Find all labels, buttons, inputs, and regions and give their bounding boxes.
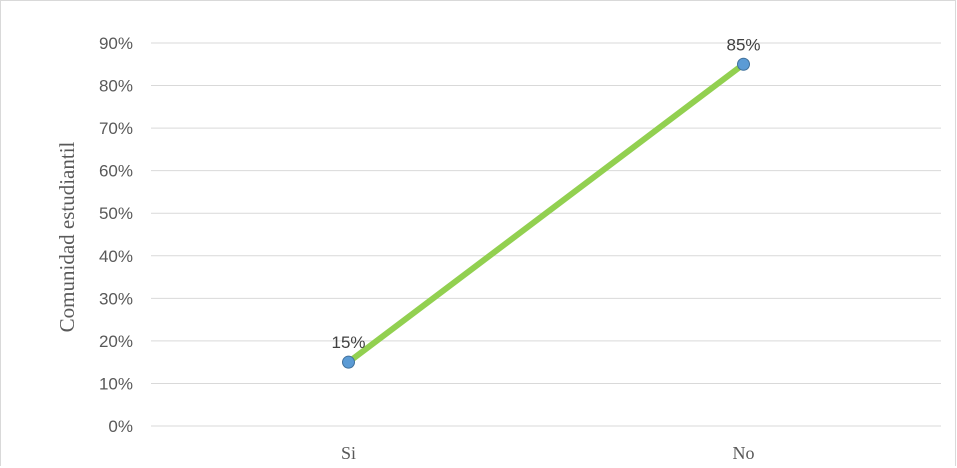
- y-axis-ticks: 0% 10% 20% 30% 40% 50% 60% 70% 80% 90%: [99, 34, 133, 436]
- data-label: 15%: [331, 333, 365, 352]
- y-axis-label: Comunidad estudiantil: [55, 141, 79, 332]
- y-tick-label: 30%: [99, 289, 133, 308]
- y-tick-label: 80%: [99, 77, 133, 96]
- x-tick-label: No: [733, 443, 755, 463]
- data-point: [737, 57, 750, 71]
- y-tick-label: 90%: [99, 34, 133, 53]
- grid-lines: [151, 42, 941, 427]
- y-tick-label: 70%: [99, 119, 133, 138]
- y-tick-label: 0%: [108, 417, 133, 436]
- data-point: [342, 355, 355, 369]
- data-label: 85%: [726, 35, 760, 54]
- y-tick-label: 10%: [99, 374, 133, 393]
- y-tick-label: 40%: [99, 247, 133, 266]
- series-line: [345, 61, 747, 366]
- x-tick-label: Si: [341, 443, 356, 463]
- x-axis-ticks: Si No: [341, 443, 755, 463]
- y-tick-label: 20%: [99, 332, 133, 351]
- data-labels: 15% 85%: [331, 35, 760, 352]
- y-tick-label: 60%: [99, 162, 133, 181]
- series-layer: [342, 57, 750, 369]
- y-tick-label: 50%: [99, 204, 133, 223]
